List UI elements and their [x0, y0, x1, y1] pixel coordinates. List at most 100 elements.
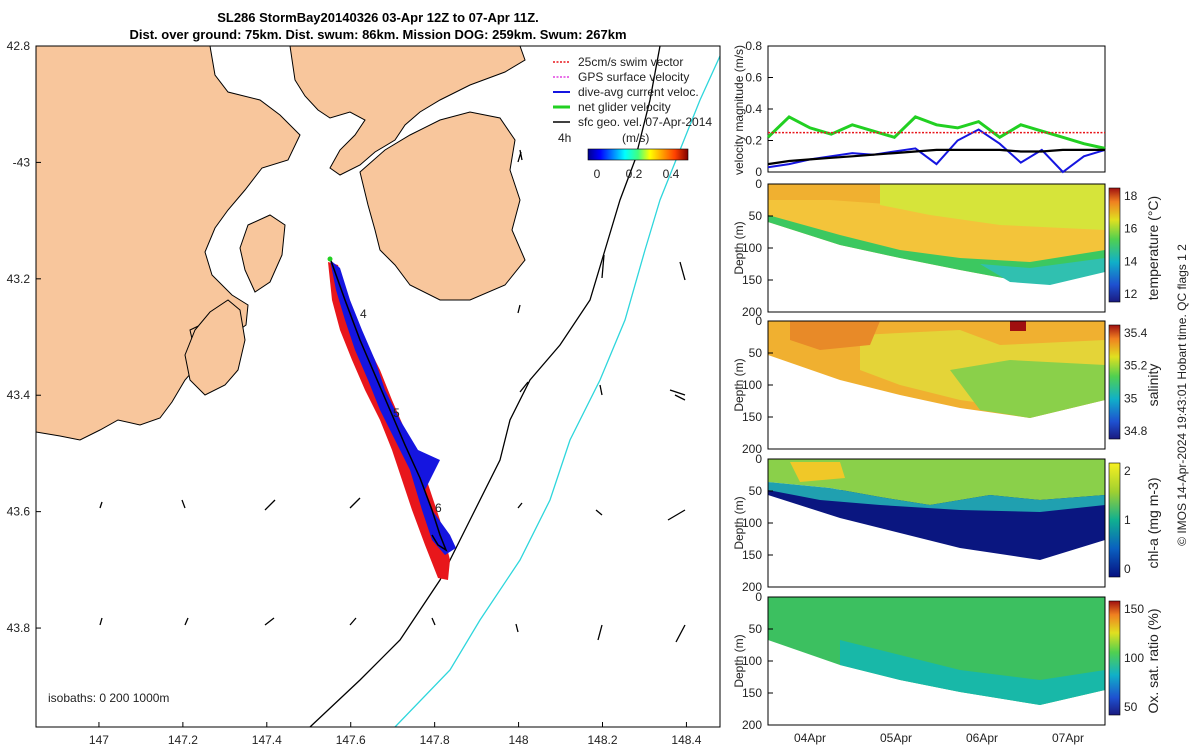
map-xtick-label: 147.4 — [252, 733, 282, 747]
velocity-ytick-label: 0.8 — [745, 39, 762, 53]
temp-warm-band — [768, 184, 900, 205]
track-line — [329, 257, 448, 552]
track-blue — [330, 260, 456, 555]
depth-tick-label: 150 — [742, 410, 762, 424]
chl-mid — [768, 482, 1105, 512]
svg-text:dive-avg current veloc.: dive-avg current veloc. — [578, 85, 699, 99]
velocity-ytick-label: 0 — [755, 165, 762, 179]
depth-tick-label: 100 — [742, 516, 762, 530]
depth-tick-label: 200 — [742, 442, 762, 456]
colorbar-tick-label: 2 — [1124, 464, 1131, 478]
depth-tick-label: 100 — [742, 654, 762, 668]
land-north-east — [289, 46, 526, 176]
chl-ylabel: Depth (m) — [732, 496, 746, 549]
map-ytick-label: 43.8 — [7, 621, 31, 635]
chl-high — [790, 462, 845, 482]
map-y-ticks: 42.8 -43 43.2 43.4 43.6 43.8 — [7, 39, 41, 635]
colorbar-ticks: 34.8 35 35.2 35.4 — [1124, 326, 1148, 438]
depth-tick-label: 50 — [749, 209, 763, 223]
depth-tick-label: 150 — [742, 686, 762, 700]
land-forestier — [359, 111, 526, 301]
depth-tick-label: 150 — [742, 548, 762, 562]
time-tick-04apr: 04Apr — [794, 731, 826, 745]
velocity-ytick-label: 0.2 — [745, 134, 762, 148]
time-axis: 04Apr 05Apr 06Apr 07Apr — [794, 731, 1084, 745]
oxy-colorbar — [1108, 600, 1121, 716]
map-frame — [35, 45, 721, 728]
sal-orange-top — [790, 321, 880, 350]
day-labels: 4 5 6 — [360, 307, 442, 515]
depth-tick-label: 0 — [755, 177, 762, 191]
title-line-1: SL286 StormBay20140326 03-Apr 12Z to 07-… — [217, 10, 539, 25]
depth-ticks: 0 50 100 150 200 — [742, 590, 773, 732]
depth-tick-label: 50 — [749, 346, 763, 360]
map-xtick-label: 147 — [89, 733, 109, 747]
colorbar-tick-label: 1 — [1124, 513, 1131, 527]
map-ytick-label: -43 — [13, 155, 31, 169]
colorbar-tick-label: 12 — [1124, 287, 1138, 301]
depth-tick-label: 0 — [755, 452, 762, 466]
temp-deep-green — [768, 215, 1105, 283]
isobath-200 — [309, 46, 661, 727]
depth-tick-label: 200 — [742, 305, 762, 319]
map-ytick-label: 42.8 — [7, 39, 31, 53]
colorbar-tick-0: 0 — [594, 167, 601, 181]
colorbar-tick-label: 35.4 — [1124, 326, 1148, 340]
map-xtick-label: 147.8 — [420, 733, 450, 747]
colorbar-unit: (m/s) — [622, 131, 649, 145]
land-tasman-south — [184, 299, 246, 396]
time-tick-05apr: 05Apr — [880, 731, 912, 745]
footer-credit: © IMOS 14-Apr-2024 19:43:01 Hobart time.… — [1175, 244, 1189, 546]
sal-cbar-label: salinity — [1145, 364, 1161, 407]
temp-deep-cyan — [980, 258, 1105, 285]
depth-tick-label: 50 — [749, 622, 763, 636]
sal-colorbar — [1108, 324, 1121, 440]
temp-ylabel: Depth (m) — [732, 221, 746, 274]
legend-item-dive-avg: dive-avg current veloc. — [553, 85, 699, 99]
colorbar-tick-label: 14 — [1124, 254, 1138, 268]
velocity-ytick-label: 0.4 — [745, 102, 762, 116]
map-xtick-label: 147.2 — [168, 733, 198, 747]
land-west — [36, 46, 301, 441]
map-panel: 4 5 6 147 147.2 147.4 147.6 147.8 148 148.2 148… — [7, 39, 721, 747]
depth-tick-label: 100 — [742, 378, 762, 392]
day-label-6: 6 — [435, 501, 442, 515]
depth-ticks: 0 50 100 150 200 — [742, 314, 773, 456]
temp-colorbar — [1108, 187, 1121, 303]
colorbar-tick-label: 35.2 — [1124, 359, 1148, 373]
legend-item-gps: GPS surface velocity — [553, 70, 689, 84]
depth-tick-label: 0 — [755, 590, 762, 604]
svg-text:net glider velocity: net glider velocity — [578, 100, 671, 114]
depth-tick-label: 200 — [742, 580, 762, 594]
colorbar-tick-1: 0.2 — [626, 167, 643, 181]
chl-surface — [768, 459, 1105, 505]
map-ytick-label: 43.2 — [7, 272, 31, 286]
sal-ylabel: Depth (m) — [732, 358, 746, 411]
time-tick-06apr: 06Apr — [966, 731, 998, 745]
map-colorbar — [587, 148, 689, 161]
velocity-panel: 0 0.2 0.4 0.6 0.8 velocity magnitude (m/s) — [732, 39, 1106, 179]
profile-temp: 0 50 100 150 200 12 14 16 18 Depth (m) temperat… — [732, 177, 1161, 319]
sal-red-spot — [1010, 321, 1026, 331]
title-line-2: Dist. over ground: 75km. Dist. swum: 86k… — [129, 27, 626, 42]
land-bruny — [239, 214, 286, 293]
colorbar-tick-label: 0 — [1124, 562, 1131, 576]
svg-text:25cm/s swim vector: 25cm/s swim vector — [578, 55, 683, 69]
colorbar-tick-label: 18 — [1124, 189, 1138, 203]
colorbar-tick-label: 16 — [1124, 222, 1138, 236]
temp-cbar-label: temperature (°C) — [1145, 196, 1161, 300]
time-tick-07apr: 07Apr — [1052, 731, 1084, 745]
isobaths-label: isobaths: 0 200 1000m — [48, 691, 169, 705]
map-xtick-label: 148.4 — [671, 733, 701, 747]
velocity-frame — [767, 45, 1106, 173]
map-xtick-label: 148 — [509, 733, 529, 747]
velocity-ytick-label: 0.6 — [745, 71, 762, 85]
profile-oxy: 0 50 100 150 200 50 100 150 Depth (m) Ox. sat.… — [732, 590, 1161, 732]
map-land: 4 5 6 — [36, 46, 720, 727]
map-xtick-label: 147.6 — [336, 733, 366, 747]
legend-item-net-glider: net glider velocity — [553, 100, 671, 114]
legend-item-sfc-geo: sfc geo. vel. 07-Apr-2014 — [553, 115, 712, 129]
geo-vectors — [99, 149, 686, 643]
colorbar-tick-label: 150 — [1124, 602, 1144, 616]
map-ytick-label: 43.4 — [7, 388, 31, 402]
